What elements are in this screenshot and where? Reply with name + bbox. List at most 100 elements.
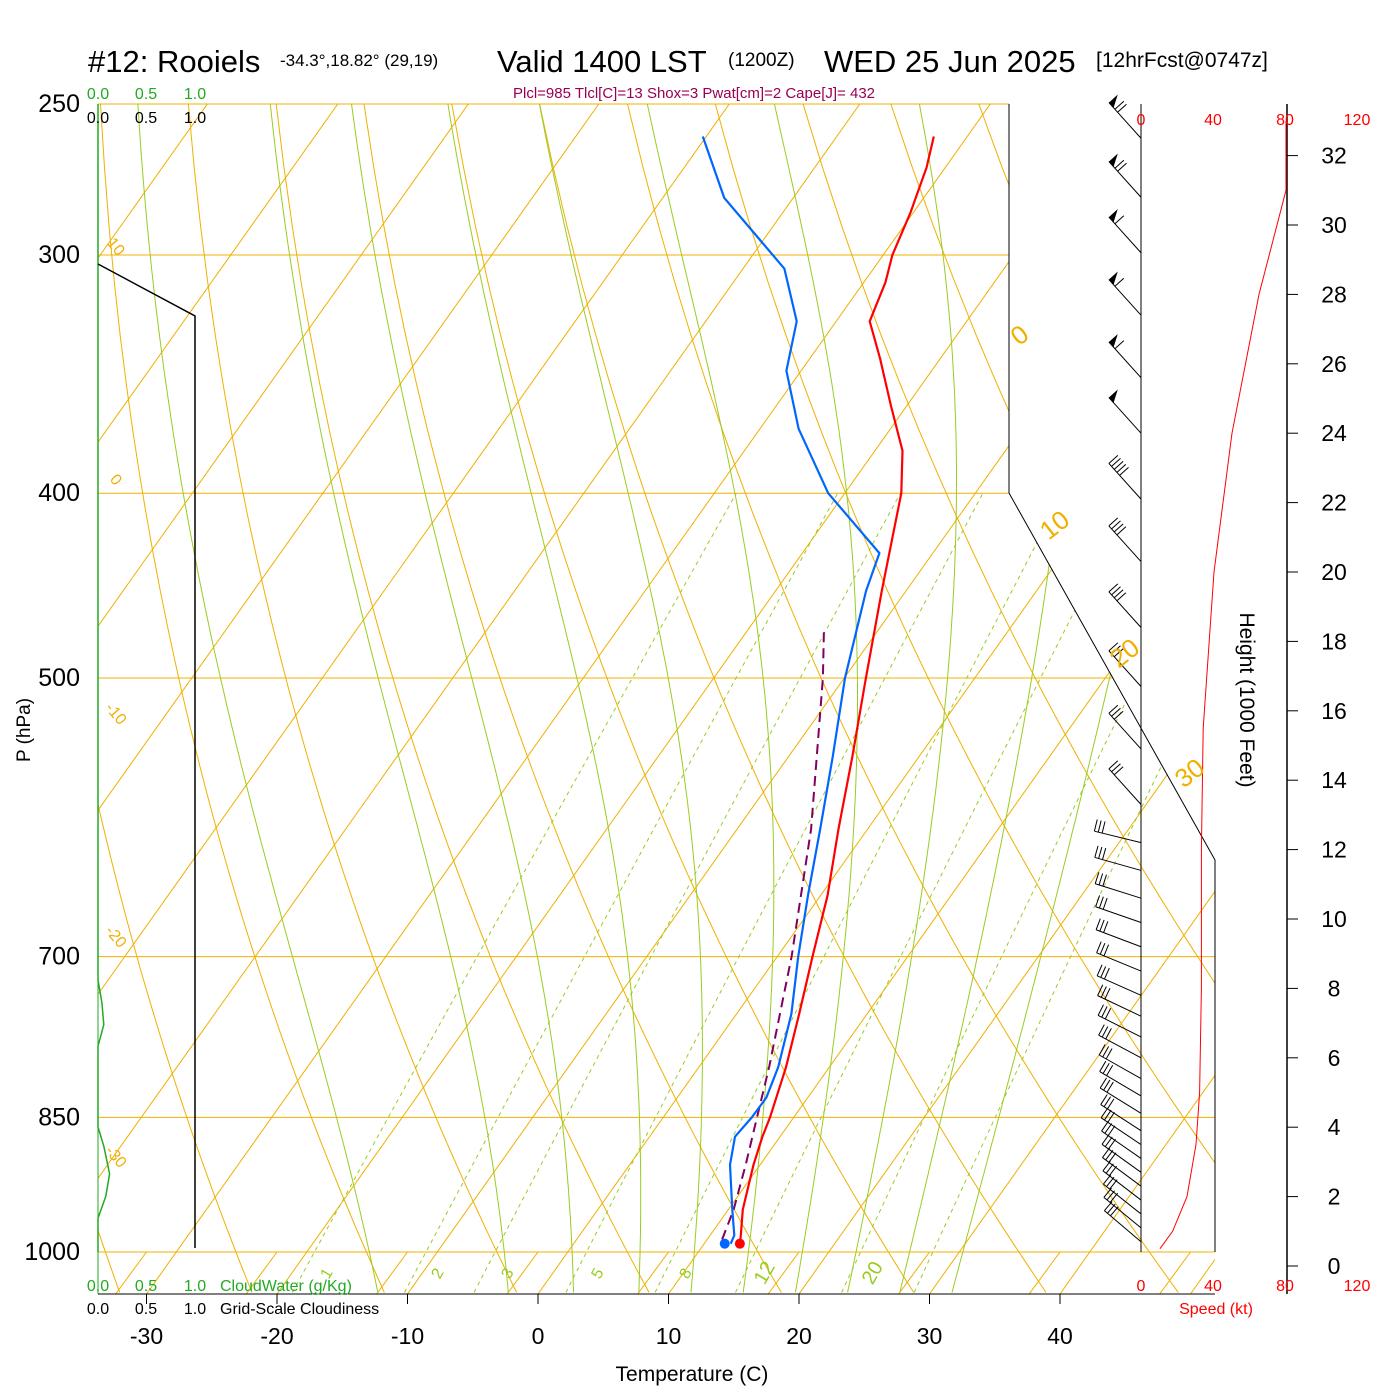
wind-barb-flag bbox=[1108, 271, 1118, 285]
isotherm-line bbox=[898, 1251, 930, 1294]
speed-bottom-tick: 80 bbox=[1276, 1278, 1294, 1295]
height-axis-title: Height (1000 Feet) bbox=[1235, 612, 1258, 787]
speed-bottom-tick: 40 bbox=[1204, 1278, 1222, 1295]
speed-top-tick: 120 bbox=[1344, 112, 1371, 129]
wind-barb-feather bbox=[1106, 1176, 1115, 1187]
isotherm-line bbox=[98, 104, 339, 1294]
wind-barb-feather bbox=[1095, 918, 1101, 930]
sounding-series bbox=[701, 136, 935, 1249]
forecast-date: WED 25 Jun 2025 bbox=[824, 44, 1076, 79]
moist-adiabat-line bbox=[847, 104, 957, 1293]
wind-barb-feather bbox=[1108, 455, 1119, 464]
wind-barb-feather bbox=[1116, 526, 1127, 536]
mixing-ratio-label: 2 bbox=[429, 1266, 448, 1282]
cloudiness-top-tick: 0.5 bbox=[135, 110, 157, 127]
mixing-ratio-line bbox=[565, 492, 984, 1293]
wind-barb bbox=[1097, 984, 1142, 1017]
dry-adiabat-line bbox=[98, 104, 385, 1293]
isotherm-label: 0 bbox=[106, 471, 125, 489]
wind-barb-feather bbox=[1102, 874, 1107, 887]
wind-barb-feather bbox=[1116, 592, 1127, 602]
cloudiness-bottom-tick: 0.5 bbox=[135, 1301, 157, 1318]
isotherm-line bbox=[98, 104, 861, 1294]
height-tick-label: 30 bbox=[1321, 212, 1347, 238]
mixing-ratio-label: 3 bbox=[499, 1266, 518, 1282]
wind-barb-feather bbox=[1108, 1138, 1116, 1150]
wind-barb bbox=[1108, 333, 1142, 379]
dry-adiabat-line bbox=[611, 104, 1179, 1293]
wind-barb-staff bbox=[1108, 591, 1142, 628]
indices-line: Plcl=985 Tlcl[C]=13 Shox=3 Pwat[cm]=2 Ca… bbox=[513, 85, 875, 102]
height-tick-label: 2 bbox=[1328, 1184, 1341, 1210]
dry-adiabat-line bbox=[268, 104, 650, 1293]
wind-barb-feather bbox=[1114, 215, 1125, 225]
wind-barb-feather bbox=[1108, 1165, 1117, 1177]
speed-bottom-tick: 0 bbox=[1137, 1278, 1146, 1295]
wind-barb-feather bbox=[1105, 1163, 1114, 1174]
wind-barb-staff bbox=[1095, 906, 1142, 923]
wind-barb-feather bbox=[1102, 1062, 1110, 1074]
wind-barb bbox=[1108, 209, 1142, 254]
wind-barb bbox=[1103, 1187, 1142, 1229]
height-tick-label: 16 bbox=[1321, 698, 1347, 724]
isotherm-line bbox=[668, 104, 1215, 1294]
cloud-water-bottom-tick: 1.0 bbox=[184, 1278, 206, 1295]
wind-barb-feather bbox=[1105, 1048, 1113, 1060]
wind-barb-feather bbox=[1096, 941, 1102, 953]
dry-adiabat-line bbox=[525, 104, 1047, 1293]
isotherm-line bbox=[1059, 104, 1215, 1294]
wind-barb-feather bbox=[1104, 1136, 1113, 1147]
mixing-ratio-line bbox=[735, 492, 1136, 1293]
wind-barb-feather bbox=[1103, 921, 1109, 933]
wind-barb-feather bbox=[1113, 589, 1124, 599]
wind-barb bbox=[1096, 941, 1142, 972]
wind-barb-staff bbox=[1096, 952, 1142, 972]
dry-adiabat-line bbox=[354, 104, 782, 1293]
wind-barb-feather bbox=[1111, 707, 1121, 717]
isotherm-line bbox=[146, 104, 991, 1294]
height-tick-label: 0 bbox=[1328, 1253, 1341, 1279]
wind-barb-feather bbox=[1101, 1120, 1109, 1132]
x-tick-label: -10 bbox=[391, 1323, 424, 1349]
wind-barb-feather bbox=[1101, 1134, 1110, 1145]
wind-barb-feather bbox=[1104, 987, 1111, 1000]
wind-barb bbox=[1102, 1147, 1142, 1187]
wind-barb-flag bbox=[1108, 209, 1118, 223]
isotherm-line bbox=[1290, 1252, 1321, 1294]
wind-barb-feather bbox=[1102, 897, 1108, 910]
wind-barb-feather bbox=[1098, 1044, 1106, 1056]
cloud-water-top-tick: 0.0 bbox=[87, 86, 109, 103]
x-tick-label: -30 bbox=[130, 1323, 163, 1349]
pressure-tick-label: 700 bbox=[38, 943, 80, 971]
wind-barb bbox=[1102, 1161, 1142, 1201]
wind-barb bbox=[1104, 1201, 1142, 1243]
cloudiness-top-tick: 1.0 bbox=[184, 110, 206, 127]
wind-barb-feather bbox=[1098, 1024, 1105, 1036]
wind-barb-feather bbox=[1104, 1008, 1112, 1020]
x-tick-label: 10 bbox=[656, 1323, 682, 1349]
wind-barb-feather bbox=[1097, 820, 1102, 833]
isotherm-line bbox=[767, 1251, 800, 1294]
wind-barb-staff bbox=[1102, 1157, 1142, 1187]
wind-barb-feather bbox=[1100, 1094, 1108, 1105]
station-title: #12: Rooiels bbox=[88, 44, 260, 79]
isotherm-line bbox=[637, 1251, 669, 1294]
wind-barb-feather bbox=[1095, 895, 1101, 907]
wind-barb-feather bbox=[1106, 1065, 1114, 1076]
wind-barb bbox=[1103, 1174, 1142, 1215]
wind-panel: 0040408080120120024681012141618202224262… bbox=[1093, 94, 1371, 1295]
x-tick-label: 40 bbox=[1047, 1323, 1073, 1349]
cloud-water-top-tick: 0.5 bbox=[135, 86, 157, 103]
wind-barb-flag bbox=[1108, 94, 1118, 108]
mixing-ratio-line bbox=[404, 492, 839, 1293]
wind-barb-feather bbox=[1111, 520, 1121, 530]
wind-barb-feather bbox=[1111, 763, 1121, 773]
wind-barb-feather bbox=[1099, 943, 1106, 955]
height-tick-label: 32 bbox=[1321, 143, 1347, 169]
height-tick-label: 26 bbox=[1321, 351, 1347, 377]
wind-barb-feather bbox=[1096, 964, 1103, 977]
wind-barb bbox=[1108, 642, 1142, 687]
x-tick-label: 20 bbox=[786, 1323, 812, 1349]
temperature-trace bbox=[738, 136, 935, 1244]
